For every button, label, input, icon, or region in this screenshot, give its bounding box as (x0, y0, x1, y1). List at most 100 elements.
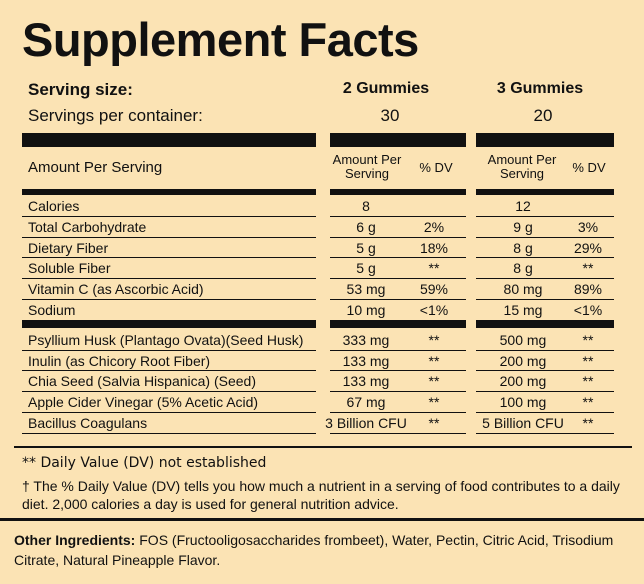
row-rule (22, 433, 316, 434)
daily-value: 59% (419, 281, 449, 298)
row-rule (22, 412, 316, 413)
thick-rule (22, 189, 316, 195)
row-rule (330, 278, 466, 279)
amount: 8 g (513, 239, 533, 256)
daily-value: ** (582, 260, 594, 277)
daily-value: ** (428, 394, 440, 411)
amount: 3 Billion CFU (325, 415, 407, 431)
amount: 200 mg (499, 352, 547, 369)
amount: 12 (515, 198, 531, 214)
daily-value: ** (582, 373, 594, 390)
thick-rule (330, 320, 466, 328)
row-rule (330, 412, 466, 413)
nutrient-name: Bacillus Coagulans (28, 415, 148, 431)
row-rule (330, 237, 466, 238)
row-rule (476, 257, 614, 258)
column-header: % DV (419, 160, 453, 175)
row-rule (476, 412, 614, 413)
servings-value: 20 (533, 106, 553, 125)
nutrient-name: Chia Seed (Salvia Hispanica) (Seed) (28, 373, 256, 390)
servings-value: 30 (380, 106, 400, 125)
row-rule (330, 257, 466, 258)
daily-value: 3% (577, 218, 599, 235)
nutrient-name: Dietary Fiber (28, 239, 109, 256)
daily-value: <1% (573, 302, 603, 318)
rule (0, 518, 644, 521)
other-ingredients-label: Other Ingredients: (14, 532, 136, 548)
row-rule (22, 370, 316, 371)
row-rule (476, 433, 614, 434)
thick-rule (22, 320, 316, 328)
row-rule (330, 433, 466, 434)
amount: 5 Billion CFU (482, 415, 564, 431)
row-rule (22, 391, 316, 392)
row-rule (476, 278, 614, 279)
thick-rule (476, 133, 614, 147)
nutrient-name: Total Carbohydrate (28, 218, 147, 235)
row-rule (22, 278, 316, 279)
amount: 53 mg (346, 281, 386, 298)
daily-value: 29% (573, 239, 603, 256)
nutrient-name: Psyllium Husk (Plantago Ovata)(Seed Husk… (28, 331, 304, 348)
column-header: % DV (572, 160, 606, 175)
row-rule (476, 370, 614, 371)
nutrient-name: Inulin (as Chicory Root Fiber) (28, 352, 211, 369)
row-rule (22, 237, 316, 238)
daily-value: ** (428, 373, 440, 390)
nutrient-name: Apple Cider Vinegar (5% Acetic Acid) (28, 394, 259, 411)
daily-value: ** (428, 352, 440, 369)
row-rule (330, 299, 466, 300)
serving-size-value: 2 Gummies (342, 80, 430, 97)
amount: 5 g (356, 239, 376, 256)
amount: 8 g (513, 260, 533, 277)
row-rule (22, 216, 316, 217)
row-rule (330, 350, 466, 351)
rule (14, 446, 632, 448)
daily-value: ** (582, 331, 594, 348)
column-header: Amount Per Serving (332, 152, 402, 181)
row-rule (476, 350, 614, 351)
row-rule (22, 299, 316, 300)
row-rule (22, 257, 316, 258)
thick-rule (330, 133, 466, 147)
footnote: † The % Daily Value (DV) tells you how m… (22, 478, 620, 512)
footnote: ** Daily Value (DV) not established (22, 455, 267, 471)
amount: 8 (362, 198, 370, 214)
amount: 333 mg (342, 331, 390, 348)
row-rule (330, 391, 466, 392)
row-rule (22, 320, 316, 321)
row-rule (22, 350, 316, 351)
nutrient-name: Calories (28, 198, 80, 214)
daily-value: ** (428, 260, 440, 277)
amount: 80 mg (503, 281, 543, 298)
row-rule (330, 216, 466, 217)
amount: 133 mg (342, 373, 390, 390)
servings-per-container-label: Servings per container: (28, 106, 203, 125)
row-rule (476, 216, 614, 217)
thick-rule (476, 320, 614, 328)
amount: 6 g (356, 218, 376, 235)
row-rule (476, 391, 614, 392)
nutrient-name: Vitamin C (as Ascorbic Acid) (28, 281, 204, 298)
column-header: Amount Per Serving (487, 152, 557, 181)
daily-value: ** (428, 331, 440, 348)
amount: 500 mg (499, 331, 547, 348)
row-rule (476, 237, 614, 238)
serving-size-label: Serving size: (28, 80, 133, 99)
daily-value: 2% (423, 218, 445, 235)
daily-value: 18% (419, 239, 449, 256)
amount: 10 mg (346, 302, 386, 318)
amount: 200 mg (499, 373, 547, 390)
thick-rule (22, 133, 316, 147)
amount: 9 g (513, 218, 533, 235)
daily-value: ** (582, 415, 594, 431)
daily-value: ** (582, 352, 594, 369)
title: Supplement Facts (22, 13, 419, 66)
amount-per-serving-header: Amount Per Serving (28, 159, 163, 176)
amount: 100 mg (499, 394, 547, 411)
daily-value: 89% (573, 281, 603, 298)
amount: 67 mg (346, 394, 386, 411)
row-rule (330, 320, 466, 321)
amount: 15 mg (503, 302, 543, 318)
